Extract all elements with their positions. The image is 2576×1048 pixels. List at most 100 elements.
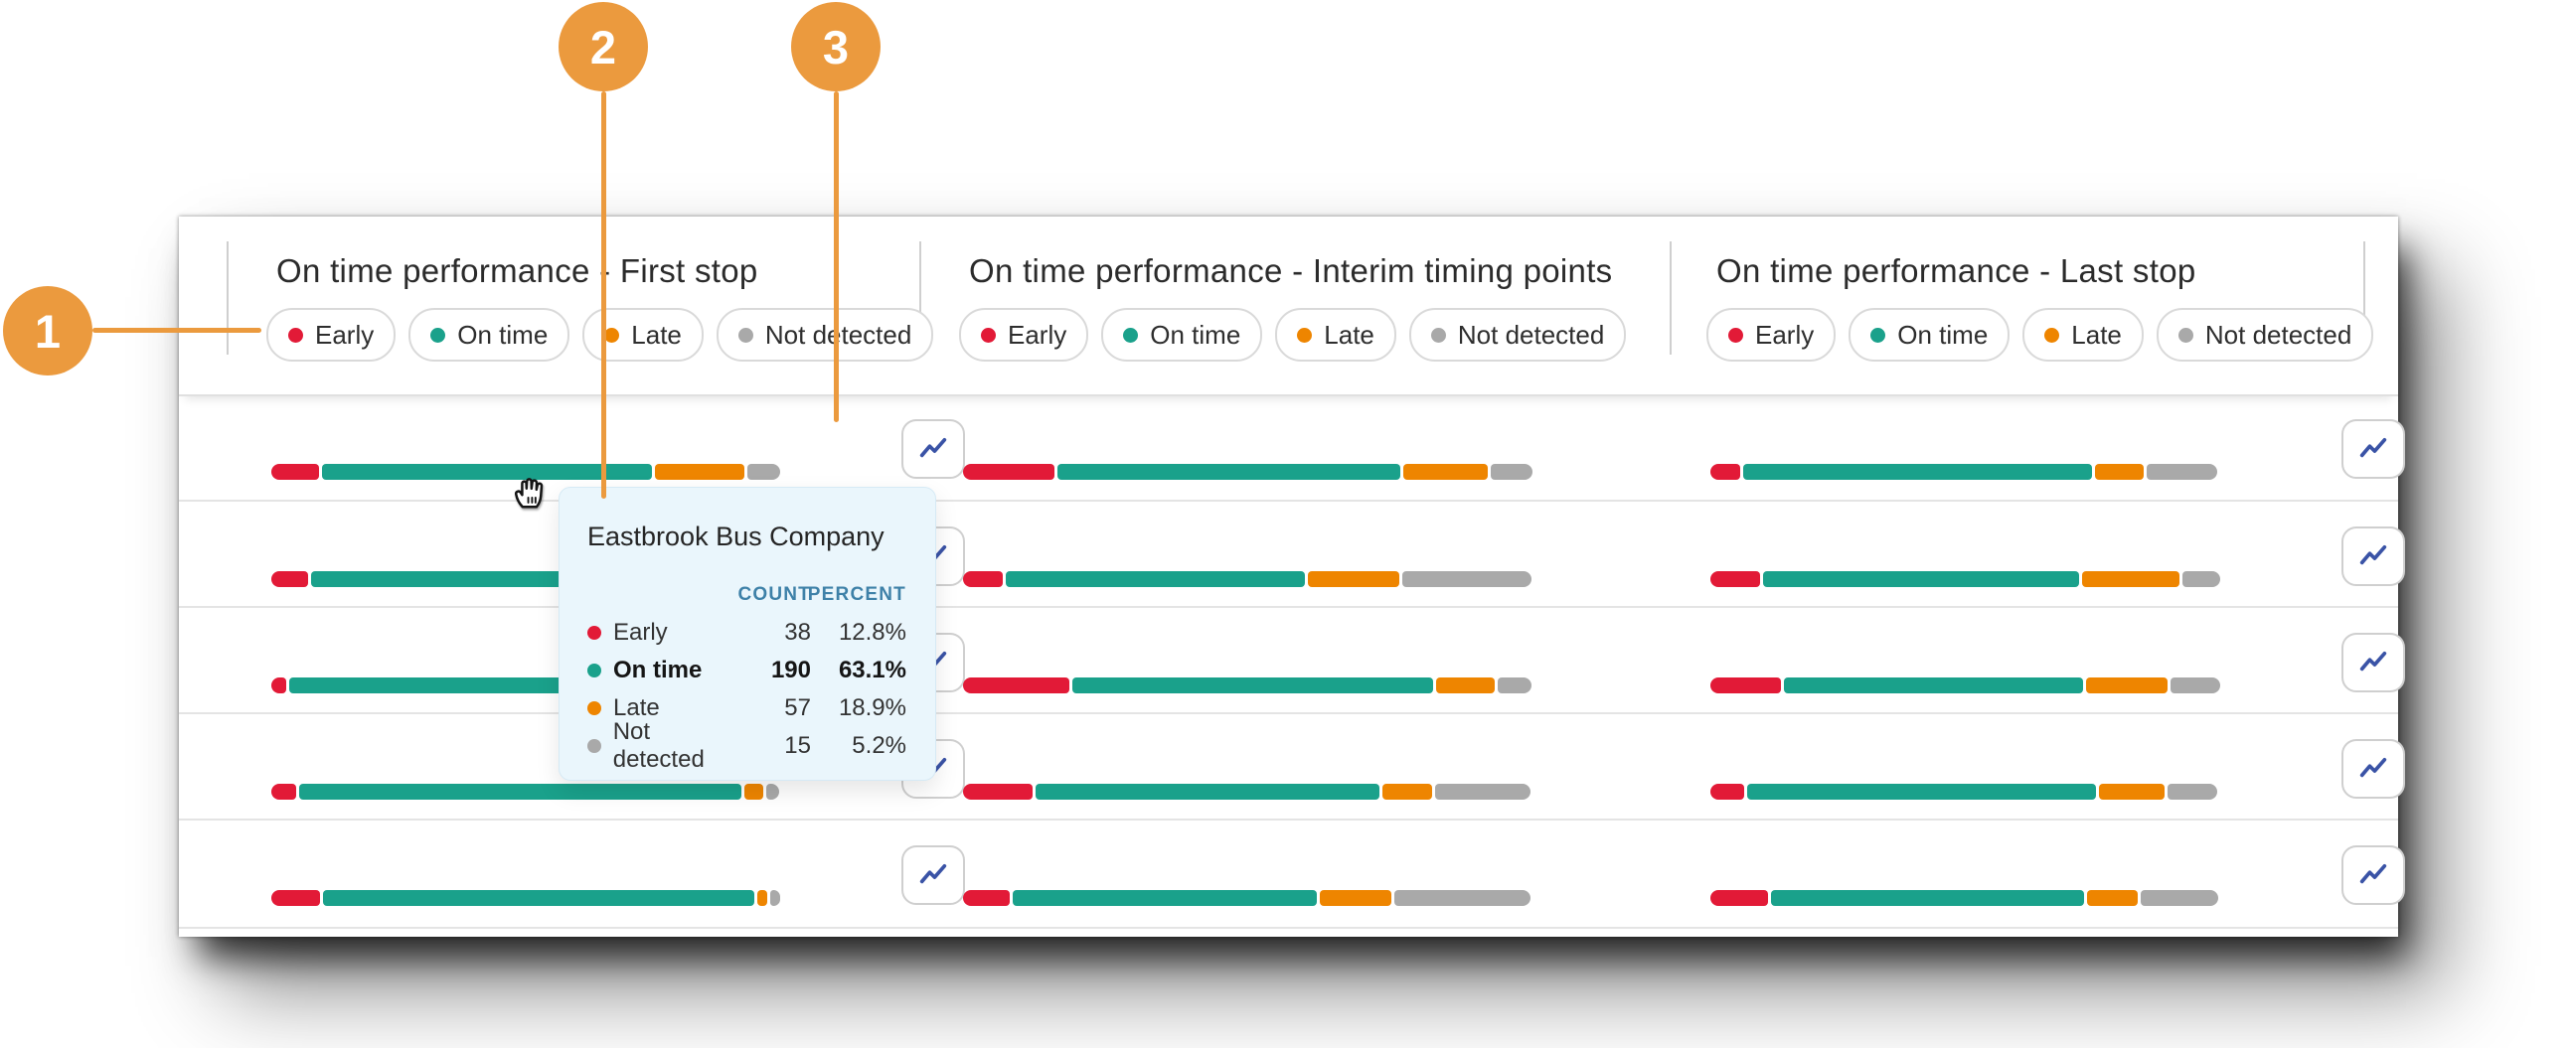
bar-segment-not-detected[interactable] (2171, 677, 2220, 693)
bar-segment-on-time[interactable] (1747, 784, 2096, 800)
bar-segment-late[interactable] (2086, 677, 2168, 693)
bar-segment-not-detected[interactable] (1394, 890, 1530, 906)
bar-segment-late[interactable] (655, 464, 745, 480)
bar-segment-early[interactable] (963, 890, 1010, 906)
status-dot (604, 327, 620, 343)
row-trend-button[interactable] (2341, 419, 2405, 479)
legend-chip-on-time[interactable]: On time (1849, 308, 2011, 362)
bar-segment-early[interactable] (1710, 784, 1744, 800)
bar-segment-on-time[interactable] (1771, 890, 2084, 906)
legend-chip-not-detected[interactable]: Not detected (2156, 308, 2374, 362)
bar-segment-on-time[interactable] (1072, 677, 1433, 693)
bar-segment-not-detected[interactable] (747, 464, 780, 480)
bar-segment-early[interactable] (271, 784, 296, 800)
status-dot (430, 327, 446, 343)
row-trend-button[interactable] (2341, 845, 2405, 905)
status-dot (587, 739, 601, 753)
bar-segment-late[interactable] (1320, 890, 1391, 906)
legend-label: Late (631, 319, 682, 350)
legend-chip-late[interactable]: Late (2022, 308, 2144, 362)
bar-segment-late[interactable] (2082, 571, 2179, 587)
row-trend-button[interactable] (2341, 526, 2405, 586)
bar-segment-not-detected[interactable] (2147, 464, 2217, 480)
otp-stacked-bar[interactable] (1710, 890, 2220, 906)
bar-segment-not-detected[interactable] (2141, 890, 2218, 906)
status-dot (1870, 327, 1886, 343)
bar-segment-on-time[interactable] (321, 464, 653, 480)
bar-segment-not-detected[interactable] (1491, 464, 1532, 480)
bar-segment-not-detected[interactable] (770, 890, 781, 906)
otp-stacked-bar[interactable] (963, 890, 1532, 906)
legend-chip-late[interactable]: Late (1275, 308, 1396, 362)
row-trend-button[interactable] (2341, 739, 2405, 799)
row-trend-button[interactable] (2341, 633, 2405, 692)
callout-number: 1 (34, 304, 62, 358)
bar-segment-on-time[interactable] (1056, 464, 1401, 480)
otp-stacked-bar[interactable] (963, 784, 1532, 800)
legend-chip-early[interactable]: Early (266, 308, 397, 362)
bar-segment-early[interactable] (1710, 464, 1740, 480)
otp-stacked-bar[interactable] (963, 571, 1532, 587)
bar-segment-early[interactable] (271, 677, 286, 693)
bar-segment-not-detected[interactable] (766, 784, 779, 800)
bar-segment-on-time[interactable] (299, 784, 741, 800)
bar-segment-early[interactable] (1710, 677, 1781, 693)
otp-stacked-bar[interactable] (271, 784, 780, 800)
bar-segment-early[interactable] (271, 464, 319, 480)
tooltip-spacer (587, 576, 745, 614)
bar-segment-early[interactable] (963, 677, 1069, 693)
bar-segment-on-time[interactable] (1013, 890, 1317, 906)
otp-stacked-bar[interactable] (1710, 784, 2220, 800)
bar-segment-late[interactable] (1436, 677, 1495, 693)
otp-stacked-bar[interactable] (1710, 464, 2220, 480)
bar-segment-early[interactable] (963, 571, 1003, 587)
bar-segment-late[interactable] (2099, 784, 2165, 800)
bar-segment-late[interactable] (1382, 784, 1432, 800)
bar-segment-late[interactable] (1403, 464, 1489, 480)
legend-chip-on-time[interactable]: On time (1101, 308, 1263, 362)
bar-segment-not-detected[interactable] (2182, 571, 2220, 587)
bar-segment-on-time[interactable] (1036, 784, 1379, 800)
legend-label: Not detected (1457, 319, 1605, 350)
otp-stacked-bar[interactable] (963, 677, 1532, 693)
tooltip-row-label: Not detected (587, 718, 745, 773)
bar-segment-late[interactable] (757, 890, 768, 906)
otp-stacked-bar[interactable] (963, 464, 1532, 480)
bar-segment-not-detected[interactable] (1435, 784, 1530, 800)
operator-row (179, 714, 2405, 821)
bar-segment-early[interactable] (963, 784, 1033, 800)
status-dot (1123, 327, 1139, 343)
bar-segment-early[interactable] (271, 890, 320, 906)
otp-stacked-bar[interactable] (1710, 677, 2220, 693)
tooltip-status-name: Not detected (612, 718, 705, 773)
bar-segment-not-detected[interactable] (1402, 571, 1531, 587)
line-chart-icon (2359, 863, 2387, 884)
bar-segment-late[interactable] (744, 784, 763, 800)
otp-stacked-bar[interactable] (271, 890, 781, 906)
bar-segment-on-time[interactable] (1784, 677, 2083, 693)
row-trend-button[interactable] (901, 845, 965, 905)
legend-chip-early[interactable]: Early (959, 308, 1089, 362)
bar-segment-on-time[interactable] (1763, 571, 2079, 587)
otp-stacked-bar[interactable] (1710, 571, 2220, 587)
bar-segment-early[interactable] (1710, 890, 1768, 906)
bar-segment-on-time[interactable] (1006, 571, 1305, 587)
bar-segment-early[interactable] (963, 464, 1054, 480)
bar-segment-not-detected[interactable] (1498, 677, 1531, 693)
legend-chip-not-detected[interactable]: Not detected (1408, 308, 1627, 362)
bar-segment-late[interactable] (2087, 890, 2138, 906)
bar-segment-early[interactable] (1710, 571, 1760, 587)
otp-stacked-bar[interactable] (271, 464, 780, 480)
legend-chip-on-time[interactable]: On time (408, 308, 570, 362)
bar-segment-early[interactable] (271, 571, 308, 587)
legend: Early On time Late Not detected (1706, 308, 2374, 362)
tooltip-percent-value: 63.1% (838, 657, 906, 683)
bar-segment-on-time[interactable] (322, 890, 755, 906)
row-trend-button[interactable] (901, 419, 965, 479)
bar-segment-late[interactable] (2095, 464, 2144, 480)
bar-segment-late[interactable] (1308, 571, 1399, 587)
bar-segment-on-time[interactable] (1743, 464, 2092, 480)
legend-chip-early[interactable]: Early (1706, 308, 1837, 362)
bar-segment-not-detected[interactable] (2168, 784, 2217, 800)
legend-chip-not-detected[interactable]: Not detected (716, 308, 934, 362)
